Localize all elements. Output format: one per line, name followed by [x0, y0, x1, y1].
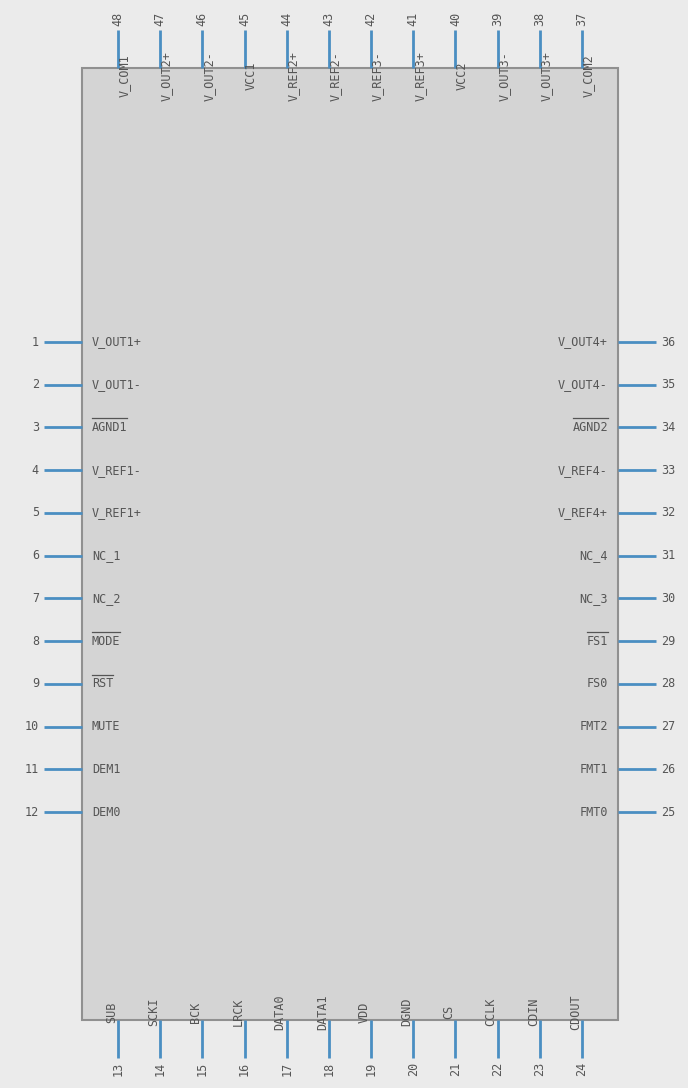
Text: 24: 24: [575, 1062, 588, 1076]
Text: V_REF4+: V_REF4+: [558, 506, 608, 519]
Text: 20: 20: [407, 1062, 420, 1076]
Text: CS: CS: [442, 1005, 455, 1019]
Text: NC_3: NC_3: [579, 592, 608, 605]
Text: 37: 37: [575, 12, 588, 26]
Text: 9: 9: [32, 678, 39, 690]
Text: 46: 46: [196, 12, 209, 26]
Text: V_REF1+: V_REF1+: [92, 506, 142, 519]
Text: 30: 30: [661, 592, 675, 605]
Text: VCC2: VCC2: [455, 62, 469, 90]
Text: 5: 5: [32, 506, 39, 519]
Text: V_COM1: V_COM1: [118, 54, 131, 97]
Bar: [82, 67, 618, 1021]
Text: RST: RST: [92, 678, 114, 690]
Text: V_REF2+: V_REF2+: [287, 51, 300, 101]
Text: DATA1: DATA1: [316, 994, 329, 1030]
Text: 41: 41: [407, 12, 420, 26]
Text: 22: 22: [491, 1062, 504, 1076]
Text: 32: 32: [661, 506, 675, 519]
Text: V_OUT2+: V_OUT2+: [160, 51, 173, 101]
Text: FMT1: FMT1: [579, 763, 608, 776]
Text: 31: 31: [661, 549, 675, 562]
Text: 39: 39: [491, 12, 504, 26]
Text: VDD: VDD: [358, 1001, 371, 1023]
Text: 34: 34: [661, 421, 675, 434]
Text: 11: 11: [25, 763, 39, 776]
Text: DGND: DGND: [400, 998, 413, 1026]
Text: 3: 3: [32, 421, 39, 434]
Text: V_OUT3+: V_OUT3+: [540, 51, 553, 101]
Text: 15: 15: [196, 1062, 209, 1076]
Text: 35: 35: [661, 379, 675, 392]
Text: 48: 48: [111, 12, 125, 26]
Text: BCK: BCK: [189, 1001, 202, 1023]
Text: V_OUT1-: V_OUT1-: [92, 379, 142, 392]
Text: V_OUT1+: V_OUT1+: [92, 335, 142, 348]
Text: 8: 8: [32, 634, 39, 647]
Text: LRCK: LRCK: [232, 998, 244, 1026]
Text: 28: 28: [661, 678, 675, 690]
Text: NC_2: NC_2: [92, 592, 120, 605]
Text: FMT2: FMT2: [579, 720, 608, 733]
Text: 33: 33: [661, 463, 675, 477]
Text: DEM0: DEM0: [92, 805, 120, 818]
Text: 36: 36: [661, 335, 675, 348]
Text: V_REF4-: V_REF4-: [558, 463, 608, 477]
Text: 38: 38: [533, 12, 546, 26]
Text: 26: 26: [661, 763, 675, 776]
Text: 4: 4: [32, 463, 39, 477]
Text: V_REF2-: V_REF2-: [329, 51, 342, 101]
Text: 21: 21: [449, 1062, 462, 1076]
Text: 2: 2: [32, 379, 39, 392]
Text: V_REF3+: V_REF3+: [413, 51, 427, 101]
Text: 29: 29: [661, 634, 675, 647]
Text: V_OUT2-: V_OUT2-: [202, 51, 215, 101]
Text: V_OUT3-: V_OUT3-: [497, 51, 510, 101]
Text: SCKI: SCKI: [147, 998, 160, 1026]
Text: VCC1: VCC1: [244, 62, 257, 90]
Text: MUTE: MUTE: [92, 720, 120, 733]
Text: CDOUT: CDOUT: [569, 994, 582, 1030]
Text: 47: 47: [153, 12, 166, 26]
Text: 13: 13: [111, 1062, 125, 1076]
Text: NC_1: NC_1: [92, 549, 120, 562]
Text: 14: 14: [153, 1062, 166, 1076]
Text: V_REF1-: V_REF1-: [92, 463, 142, 477]
Text: 1: 1: [32, 335, 39, 348]
Text: 17: 17: [280, 1062, 293, 1076]
Text: 40: 40: [449, 12, 462, 26]
Text: 42: 42: [365, 12, 378, 26]
Text: 12: 12: [25, 805, 39, 818]
Text: 7: 7: [32, 592, 39, 605]
Text: 43: 43: [323, 12, 336, 26]
Text: SUB: SUB: [105, 1001, 118, 1023]
Text: AGND2: AGND2: [572, 421, 608, 434]
Text: DATA0: DATA0: [274, 994, 287, 1030]
Text: 23: 23: [533, 1062, 546, 1076]
Text: AGND1: AGND1: [92, 421, 128, 434]
Text: 27: 27: [661, 720, 675, 733]
Text: MODE: MODE: [92, 634, 120, 647]
Text: V_REF3-: V_REF3-: [371, 51, 384, 101]
Text: 19: 19: [365, 1062, 378, 1076]
Text: 10: 10: [25, 720, 39, 733]
Text: FS0: FS0: [587, 678, 608, 690]
Text: V_OUT4+: V_OUT4+: [558, 335, 608, 348]
Text: FS1: FS1: [587, 634, 608, 647]
Text: FMT0: FMT0: [579, 805, 608, 818]
Text: CDIN: CDIN: [527, 998, 540, 1026]
Text: DEM1: DEM1: [92, 763, 120, 776]
Text: CCLK: CCLK: [484, 998, 497, 1026]
Text: V_COM2: V_COM2: [582, 54, 595, 97]
Text: 25: 25: [661, 805, 675, 818]
Text: 16: 16: [238, 1062, 251, 1076]
Text: V_OUT4-: V_OUT4-: [558, 379, 608, 392]
Text: 18: 18: [323, 1062, 336, 1076]
Text: 44: 44: [280, 12, 293, 26]
Text: 6: 6: [32, 549, 39, 562]
Text: NC_4: NC_4: [579, 549, 608, 562]
Text: 45: 45: [238, 12, 251, 26]
